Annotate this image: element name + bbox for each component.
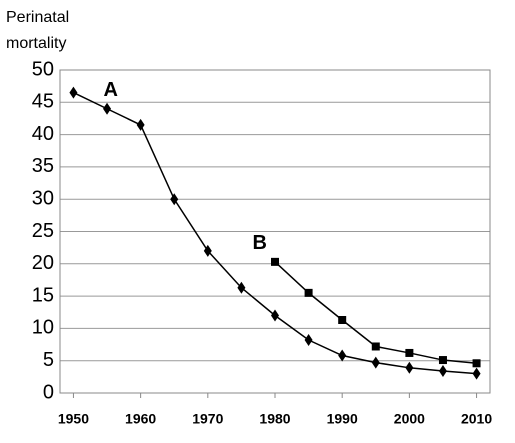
x-tick-label: 2000 — [394, 411, 425, 427]
marker — [338, 349, 347, 362]
y-tick-label: 45 — [32, 91, 54, 113]
marker — [405, 361, 414, 374]
marker — [237, 281, 246, 294]
marker — [472, 359, 481, 368]
marker — [203, 244, 212, 257]
x-tick-label: 1960 — [125, 411, 156, 427]
marker — [136, 118, 145, 131]
y-tick-label: 0 — [43, 381, 54, 403]
marker — [371, 356, 380, 369]
x-tick-label: 2010 — [461, 411, 492, 427]
x-tick-label: 1970 — [192, 411, 223, 427]
y-tick-label: 5 — [43, 349, 54, 371]
series-label: B — [253, 232, 267, 254]
marker — [338, 316, 347, 325]
y-tick-label: 15 — [32, 284, 54, 306]
y-tick-label: 30 — [32, 187, 54, 209]
marker — [170, 193, 179, 206]
marker — [304, 334, 313, 347]
marker — [438, 356, 447, 365]
y-tick-label: 40 — [32, 123, 54, 145]
marker — [304, 288, 313, 297]
series-label: A — [103, 79, 117, 101]
marker — [438, 365, 447, 378]
y-tick-label: 25 — [32, 220, 54, 242]
y-tick-label: 20 — [32, 252, 54, 274]
marker — [69, 86, 78, 99]
marker — [103, 102, 112, 115]
x-tick-label: 1950 — [58, 411, 89, 427]
marker — [405, 348, 414, 357]
marker — [371, 342, 380, 351]
y-axis-label: Perinatal — [6, 9, 69, 26]
y-tick-label: 35 — [32, 155, 54, 177]
y-axis-label: mortality — [6, 35, 66, 52]
y-tick-label: 50 — [32, 58, 54, 80]
x-tick-label: 1980 — [259, 411, 290, 427]
x-tick-label: 1990 — [327, 411, 358, 427]
marker — [271, 309, 279, 322]
marker — [271, 257, 279, 266]
marker — [472, 367, 481, 380]
y-tick-label: 10 — [32, 317, 54, 339]
